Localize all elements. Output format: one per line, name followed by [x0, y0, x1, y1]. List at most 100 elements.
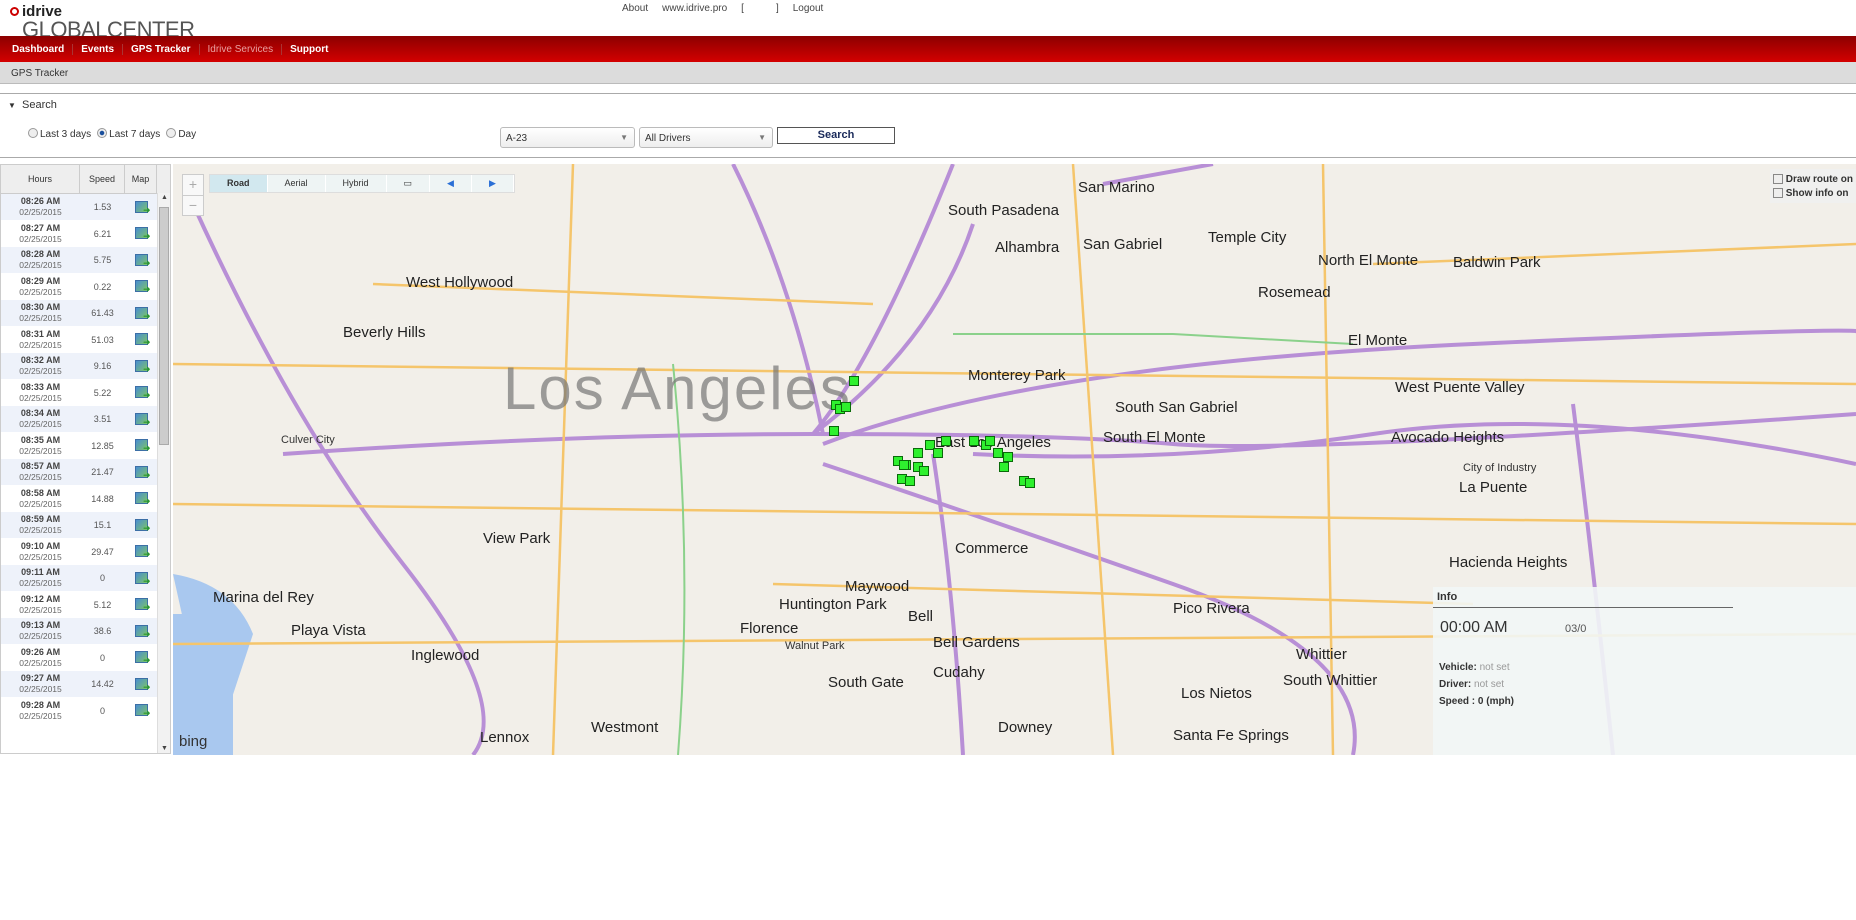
checkbox[interactable] [1772, 174, 1783, 184]
view-aerial[interactable]: Aerial [268, 175, 326, 192]
search-toggle[interactable]: ▼ Search [8, 99, 57, 111]
show-on-map-icon[interactable] [134, 624, 151, 640]
show-on-map-icon[interactable] [134, 227, 151, 242]
scroll-down-icon[interactable]: ▼ [161, 745, 168, 752]
nav-idrive-services[interactable]: Idrive Services [200, 43, 283, 55]
radio-last-7-days[interactable]: Last 7 days [97, 128, 160, 140]
rotate-left-icon[interactable]: ◀ [430, 175, 472, 192]
gps-marker[interactable] [933, 448, 943, 458]
show-on-map-icon[interactable] [134, 386, 151, 401]
table-row[interactable]: 09:27 AM 02/25/2015 14.42 [1, 671, 170, 698]
table-row[interactable]: 08:33 AM 02/25/2015 5.22 [1, 380, 170, 406]
nav-support[interactable]: Support [290, 43, 329, 55]
col-map[interactable]: Map [125, 165, 157, 193]
row-map [125, 486, 157, 512]
show-on-map-icon[interactable] [134, 704, 151, 719]
gps-marker[interactable] [985, 436, 995, 446]
gps-marker[interactable] [969, 436, 979, 446]
row-speed: 6.21 [93, 228, 112, 239]
map-label: Los Nietos [1181, 685, 1252, 702]
table-row[interactable]: 08:28 AM 02/25/2015 5.75 [1, 247, 170, 274]
gps-marker[interactable] [905, 476, 915, 486]
show-on-map-icon[interactable] [134, 518, 151, 534]
table-row[interactable]: 08:59 AM 02/25/2015 15.1 [1, 512, 170, 539]
table-row[interactable]: 09:10 AM 02/25/2015 29.47 [1, 539, 170, 565]
gps-marker[interactable] [999, 462, 1009, 472]
view-hybrid[interactable]: Hybrid [326, 175, 387, 192]
map-label: Santa Fe Springs [1173, 727, 1289, 744]
radio-last-3-days[interactable]: Last 3 days [28, 128, 91, 140]
view-road[interactable]: Road [210, 175, 268, 192]
show-info-option[interactable]: Show info on [1772, 186, 1853, 200]
row-hours: 08:26 AM 02/25/2015 [19, 196, 62, 217]
search-button[interactable]: Search [777, 127, 895, 144]
table-row[interactable]: 09:11 AM 02/25/2015 0 [1, 565, 170, 592]
gps-marker[interactable] [913, 448, 923, 458]
map[interactable]: Los Angeles Beverly Hills West Hollywood So… [173, 164, 1856, 755]
show-on-map-icon[interactable] [134, 333, 151, 348]
table-row[interactable]: 09:13 AM 02/25/2015 38.6 [1, 618, 170, 645]
col-hours[interactable]: Hours [1, 165, 80, 193]
checkbox[interactable] [1772, 188, 1783, 198]
gps-marker[interactable] [1025, 478, 1035, 488]
top-links: About www.idrive.pro [ ] Logout [622, 3, 823, 14]
gps-marker[interactable] [849, 376, 859, 386]
show-on-map-icon[interactable] [134, 412, 151, 428]
table-row[interactable]: 09:12 AM 02/25/2015 5.12 [1, 592, 170, 618]
show-on-map-icon[interactable] [134, 571, 151, 587]
show-on-map-icon[interactable] [134, 465, 151, 481]
scroll-up-icon[interactable]: ▲ [161, 194, 168, 201]
gps-marker[interactable] [925, 440, 935, 450]
gps-marker[interactable] [919, 466, 929, 476]
show-on-map-icon[interactable] [134, 359, 151, 375]
table-row[interactable]: 08:30 AM 02/25/2015 61.43 [1, 300, 170, 327]
gps-marker[interactable] [1003, 452, 1013, 462]
logo[interactable]: idrive GLOBALCENTER [10, 3, 195, 41]
show-on-map-icon[interactable] [134, 306, 151, 322]
about-link[interactable]: About [622, 3, 649, 14]
site-link[interactable]: www.idrive.pro [662, 3, 728, 14]
table-row[interactable]: 08:35 AM 02/25/2015 12.85 [1, 433, 170, 459]
nav-dashboard[interactable]: Dashboard [4, 43, 74, 55]
show-on-map-icon[interactable] [134, 651, 151, 666]
show-on-map-icon[interactable] [134, 439, 151, 454]
draw-route-option[interactable]: Draw route on [1772, 172, 1853, 186]
show-on-map-icon[interactable] [134, 253, 151, 269]
table-row[interactable]: 09:26 AM 02/25/2015 0 [1, 645, 170, 671]
table-scrollbar[interactable]: ▲ ▼ [157, 193, 170, 753]
nav-events[interactable]: Events [73, 43, 124, 55]
table-row[interactable]: 08:27 AM 02/25/2015 6.21 [1, 221, 170, 247]
table-row[interactable]: 08:57 AM 02/25/2015 21.47 [1, 459, 170, 486]
scroll-thumb[interactable] [159, 207, 169, 445]
map-label: Marina del Rey [213, 589, 314, 606]
logout-link[interactable]: Logout [792, 3, 824, 14]
show-on-map-icon[interactable] [134, 200, 151, 216]
zoom-in-button[interactable]: + [188, 176, 198, 192]
show-on-map-icon[interactable] [134, 492, 151, 507]
gps-marker[interactable] [941, 436, 951, 446]
show-on-map-icon[interactable] [134, 598, 151, 613]
table-row[interactable]: 08:26 AM 02/25/2015 1.53 [1, 194, 170, 221]
table-row[interactable]: 09:28 AM 02/25/2015 0 [1, 698, 170, 724]
table-row[interactable]: 08:58 AM 02/25/2015 14.88 [1, 486, 170, 512]
table-row[interactable]: 08:34 AM 02/25/2015 3.51 [1, 406, 170, 433]
nav-gps-tracker[interactable]: GPS Tracker [123, 43, 200, 55]
zoom-out-button[interactable]: − [183, 195, 203, 215]
table-row[interactable]: 08:29 AM 02/25/2015 0.22 [1, 274, 170, 300]
table-row[interactable]: 08:32 AM 02/25/2015 9.16 [1, 353, 170, 380]
show-on-map-icon[interactable] [134, 545, 151, 560]
rotate-right-icon[interactable]: ▶ [472, 175, 514, 192]
radio-day[interactable]: Day [166, 128, 196, 140]
driver-select[interactable]: All Drivers ▼ [639, 127, 773, 148]
gps-marker[interactable] [993, 448, 1003, 458]
col-speed[interactable]: Speed [80, 165, 125, 193]
gps-marker[interactable] [899, 460, 909, 470]
show-on-map-icon[interactable] [134, 677, 151, 693]
show-on-map-icon[interactable] [134, 280, 151, 295]
gps-marker[interactable] [829, 426, 839, 436]
vehicle-select[interactable]: A-23 ▼ [500, 127, 635, 148]
row-map [125, 380, 157, 406]
gps-marker[interactable] [841, 402, 851, 412]
table-row[interactable]: 08:31 AM 02/25/2015 51.03 [1, 327, 170, 353]
birdseye-icon[interactable]: ▭ [387, 175, 431, 192]
